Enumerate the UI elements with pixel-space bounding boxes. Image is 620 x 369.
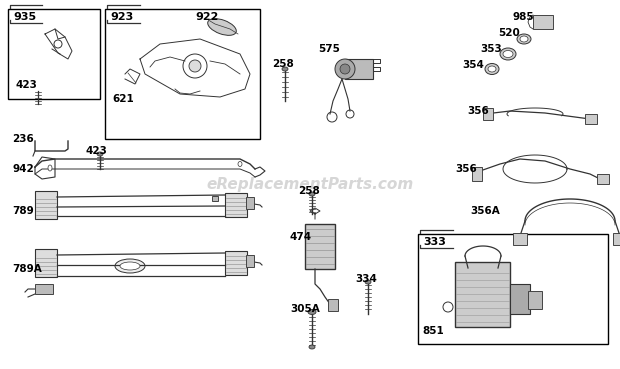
Bar (472, 167, 482, 181)
Ellipse shape (120, 262, 140, 270)
Bar (513, 233, 527, 245)
Ellipse shape (365, 280, 371, 284)
Bar (246, 255, 254, 267)
Text: 334: 334 (355, 274, 377, 284)
Ellipse shape (48, 165, 52, 171)
Text: 354: 354 (462, 60, 484, 70)
Text: 575: 575 (318, 44, 340, 54)
Ellipse shape (485, 63, 499, 75)
Ellipse shape (517, 34, 531, 44)
Bar (418, 234, 608, 344)
Bar (528, 291, 542, 309)
Ellipse shape (503, 51, 513, 58)
Ellipse shape (309, 345, 315, 349)
Text: 258: 258 (272, 59, 294, 69)
Ellipse shape (488, 66, 496, 72)
Text: eReplacementParts.com: eReplacementParts.com (206, 176, 414, 192)
Bar (585, 114, 597, 124)
Bar (105, 9, 260, 139)
Text: 305A: 305A (290, 304, 320, 314)
Bar (305, 224, 335, 269)
Ellipse shape (238, 162, 242, 166)
Bar (345, 59, 373, 79)
Text: 356: 356 (455, 164, 477, 174)
Ellipse shape (282, 67, 288, 71)
Text: 474: 474 (290, 232, 312, 242)
Bar (613, 233, 620, 245)
Bar (35, 191, 57, 219)
Text: 356A: 356A (470, 206, 500, 216)
Text: 236: 236 (12, 134, 33, 144)
Bar (483, 108, 493, 120)
Text: 520: 520 (498, 28, 520, 38)
Text: 985: 985 (513, 12, 534, 22)
Text: 923: 923 (110, 12, 133, 22)
Bar (225, 193, 247, 217)
Bar (533, 15, 553, 29)
Bar (35, 284, 53, 294)
Ellipse shape (208, 19, 236, 35)
Bar (246, 197, 254, 209)
Ellipse shape (308, 310, 316, 314)
Text: 356: 356 (467, 106, 489, 116)
Text: 333: 333 (423, 237, 446, 247)
Bar (35, 249, 57, 277)
Bar (510, 284, 530, 314)
Text: 423: 423 (85, 146, 107, 156)
Bar (212, 196, 218, 201)
Text: 942: 942 (12, 164, 33, 174)
Bar (328, 299, 338, 311)
Text: 353: 353 (480, 44, 502, 54)
Circle shape (335, 59, 355, 79)
Text: 423: 423 (15, 80, 37, 90)
Text: 789: 789 (12, 206, 33, 216)
Ellipse shape (500, 48, 516, 60)
Circle shape (340, 64, 350, 74)
Bar (225, 251, 247, 275)
Text: 258: 258 (298, 186, 320, 196)
Text: 621: 621 (112, 94, 134, 104)
Bar (455, 262, 510, 327)
Bar (8, 9, 100, 99)
Bar (597, 174, 609, 184)
Ellipse shape (520, 36, 528, 42)
Circle shape (189, 60, 201, 72)
Ellipse shape (115, 259, 145, 273)
Text: 935: 935 (13, 12, 36, 22)
Ellipse shape (309, 192, 315, 196)
Text: 851: 851 (422, 326, 444, 336)
Ellipse shape (97, 152, 103, 156)
Text: 922: 922 (195, 12, 218, 22)
Text: 789A: 789A (12, 264, 42, 274)
